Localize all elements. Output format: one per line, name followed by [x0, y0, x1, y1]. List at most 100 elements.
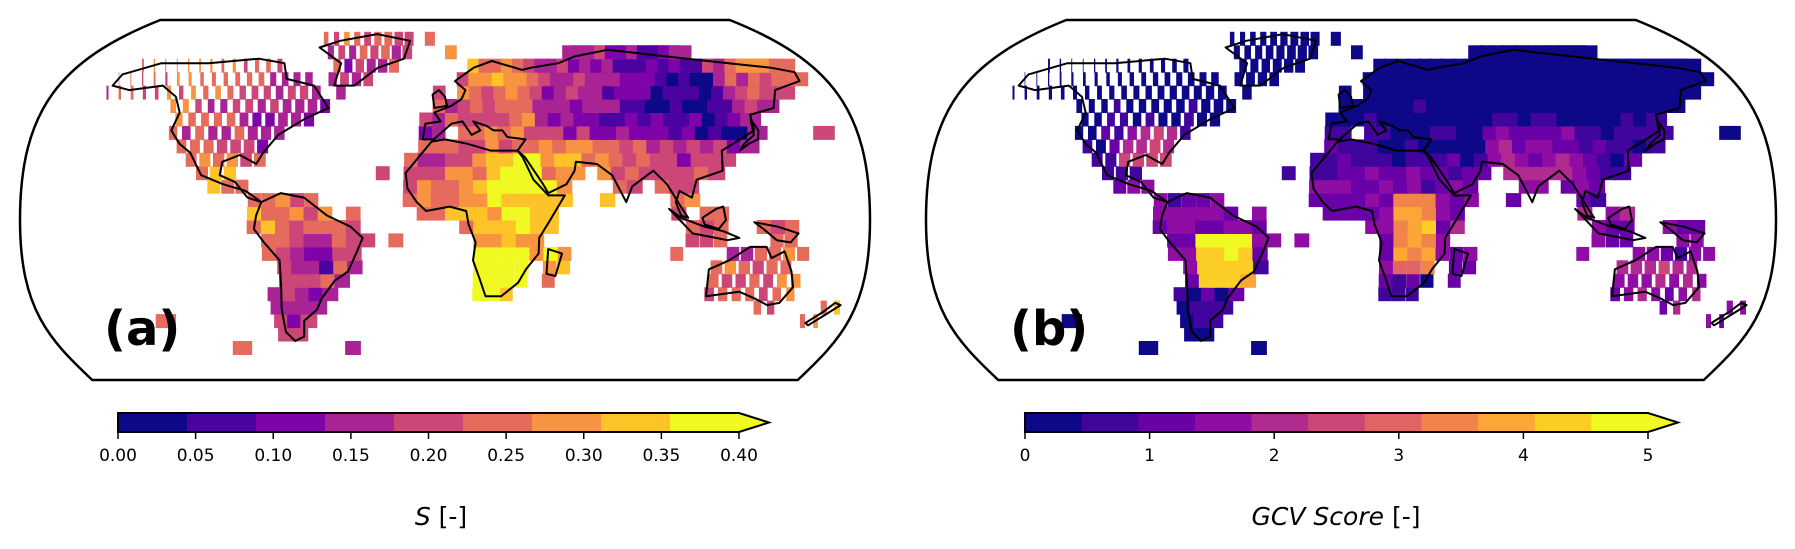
grid-cell: [1107, 112, 1115, 127]
grid-cell: [458, 166, 474, 181]
grid-cell: [1214, 287, 1231, 302]
grid-cell: [165, 58, 167, 73]
grid-cell: [297, 300, 315, 315]
grid-cell: [1538, 139, 1557, 154]
grid-cell: [1176, 300, 1194, 315]
grid-cell: [1158, 112, 1168, 127]
grid-cell: [1106, 72, 1110, 87]
grid-cell: [1012, 85, 1015, 100]
grid-cell: [1322, 193, 1338, 208]
grid-cell: [1265, 45, 1274, 60]
grid-cell: [351, 72, 361, 87]
grid-cell: [239, 85, 246, 100]
grid-cell: [1495, 125, 1513, 140]
grid-cell: [275, 85, 284, 100]
grid-cell: [307, 99, 318, 113]
coastline-b-9: [1659, 221, 1706, 244]
grid-cell: [1082, 58, 1084, 73]
grid-cell: [1181, 206, 1196, 221]
grid-cell: [345, 341, 361, 355]
coastline-b-8: [1607, 205, 1633, 230]
grid-cell: [1421, 233, 1437, 248]
grid-cell: [364, 31, 371, 46]
grid-cell: [199, 152, 211, 167]
grid-cell: [602, 125, 621, 140]
grid-cell: [638, 166, 656, 181]
grid-cell: [786, 287, 795, 302]
coastline-b-0: [1017, 57, 1236, 204]
grid-cell: [1388, 99, 1403, 113]
grid-cell: [529, 246, 544, 261]
grid-cell: [1048, 72, 1050, 87]
colorbar-tick-label: 0.00: [99, 446, 137, 466]
grid-cell: [1138, 341, 1159, 355]
grid-cell: [431, 139, 446, 154]
grid-cell: [1127, 179, 1141, 194]
grid-cell: [1525, 139, 1543, 154]
grid-cell: [220, 99, 228, 113]
grid-cell: [323, 31, 329, 46]
grid-cell: [721, 273, 733, 288]
grid-cell: [544, 99, 562, 113]
grid-cell: [772, 287, 781, 302]
grid-cell: [1485, 139, 1502, 154]
grid-cell: [1501, 152, 1518, 167]
grid-cell: [295, 99, 305, 113]
grid-cell: [1365, 179, 1380, 194]
grid-cell: [182, 125, 191, 140]
grid-cell: [1351, 139, 1366, 154]
grid-cell: [266, 58, 271, 73]
grid-cell: [346, 233, 362, 248]
grid-cell: [458, 152, 474, 167]
grid-cell: [1297, 45, 1307, 60]
grid-cell: [318, 246, 334, 261]
grid-cell: [677, 152, 695, 167]
grid-cell: [195, 125, 205, 140]
grid-cell: [1376, 99, 1391, 113]
grid-cell: [1447, 166, 1464, 181]
grid-cell: [556, 260, 571, 275]
grid-cell: [1133, 85, 1140, 100]
grid-cell: [499, 152, 515, 167]
grid-cell: [1323, 152, 1338, 167]
grid-cell: [624, 166, 642, 181]
grid-cell: [1048, 58, 1050, 73]
grid-cell: [215, 85, 221, 100]
grid-cell: [1280, 31, 1288, 46]
grid-cell: [1138, 99, 1147, 113]
grid-cell: [155, 314, 176, 329]
grid-cell: [207, 99, 215, 113]
grid-cell: [424, 31, 435, 46]
grid-cell: [354, 31, 361, 46]
grid-cell: [431, 125, 446, 140]
grid-cell: [1409, 72, 1425, 87]
grid-cell: [1195, 233, 1211, 248]
grid-cell: [1113, 99, 1121, 113]
grid-cell: [263, 85, 271, 100]
grid-cell: [391, 45, 401, 60]
grid-cell: [304, 246, 320, 261]
grid-cell: [456, 72, 470, 87]
grid-cell: [1660, 246, 1674, 261]
grid-cell: [374, 31, 382, 46]
grid-cell: [1187, 287, 1204, 302]
grid-cell: [1091, 152, 1103, 167]
grid-cell: [753, 300, 762, 315]
grid-cell: [507, 99, 523, 113]
grid-cell: [1397, 72, 1412, 87]
grid-cell: [344, 58, 353, 73]
colorbar-tick-label: 0.05: [177, 446, 215, 466]
grid-cell: [529, 193, 545, 208]
grid-cell: [328, 72, 337, 87]
grid-cell: [243, 139, 255, 154]
colorbar-tick-label: 4: [1518, 446, 1529, 466]
colorbar-segment: [1081, 413, 1139, 432]
grid-cell: [235, 72, 241, 87]
grid-cell: [223, 166, 236, 181]
grid-cell: [1569, 152, 1587, 167]
grid-cell: [1229, 31, 1235, 46]
colorbar-segment: [394, 413, 464, 432]
grid-cell: [1351, 179, 1366, 194]
grid-cell: [1532, 179, 1549, 194]
grid-cell: [199, 58, 201, 73]
